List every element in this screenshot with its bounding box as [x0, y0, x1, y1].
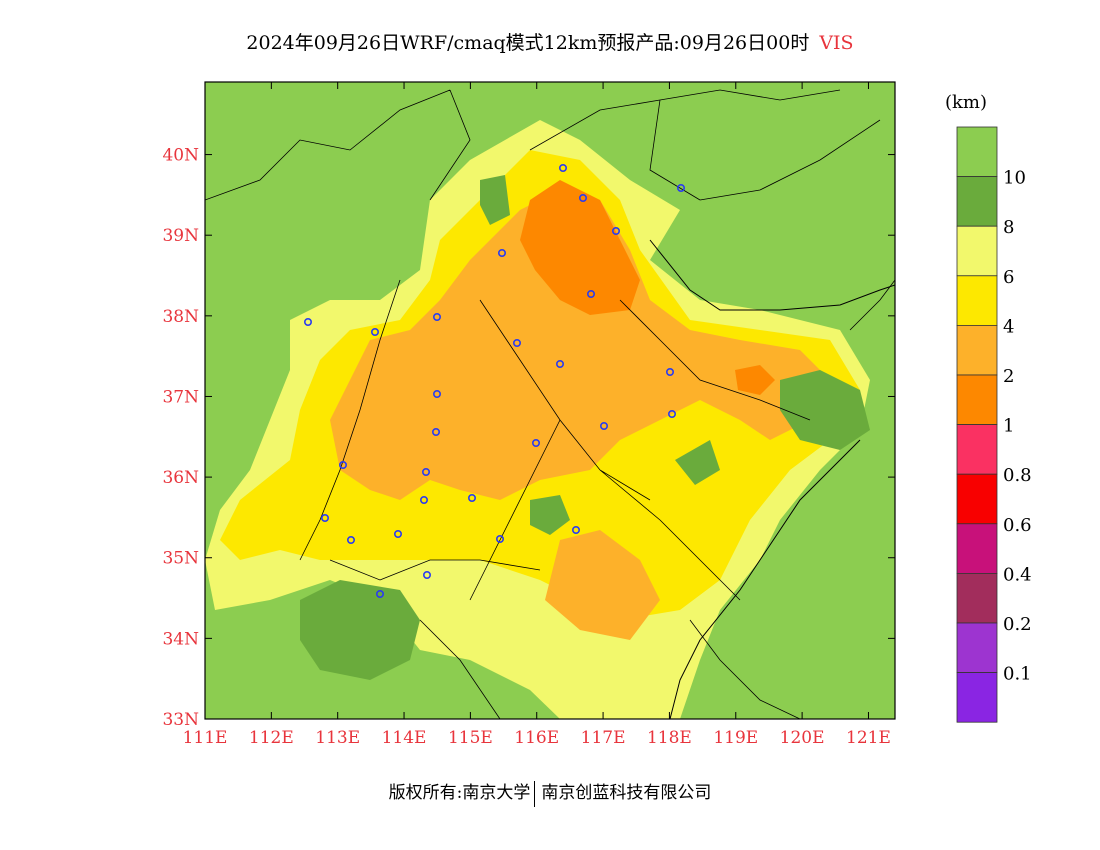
- station-marker: [467, 493, 476, 502]
- station-markers: [303, 164, 685, 598]
- station-marker: [586, 289, 595, 298]
- colorbar-level-label: 8: [1003, 217, 1014, 238]
- lat-label: 40N: [162, 146, 199, 166]
- station-marker: [338, 460, 347, 469]
- colorbar-level-label: 10: [1003, 168, 1026, 189]
- region-vis-2-4-south: [545, 530, 660, 640]
- station-marker: [346, 535, 355, 544]
- colorbar-level-label: 0.1: [1003, 664, 1032, 685]
- colorbar-swatch: [956, 424, 998, 475]
- region-vis-8-10-east: [675, 440, 720, 485]
- lon-label: 120E: [780, 728, 825, 748]
- colorbar-swatches: [956, 126, 998, 723]
- region-vis-1-2: [520, 180, 640, 315]
- colorbar-level-label: 0.8: [1003, 465, 1032, 486]
- station-marker: [421, 467, 430, 476]
- station-marker: [512, 338, 521, 347]
- lat-label: 39N: [162, 226, 199, 246]
- colorbar-level-label: 1: [1003, 416, 1014, 437]
- region-vis-8-10-n: [480, 175, 510, 225]
- variable-label: VIS: [819, 32, 854, 54]
- colorbar-swatch: [956, 176, 998, 227]
- colorbar-unit: (km): [945, 92, 987, 113]
- colorbar-level-label: 0.6: [1003, 515, 1032, 536]
- region-vis-1-2-east: [735, 365, 775, 395]
- copyright-footer: 版权所有:南京大学 南京创蓝科技有限公司: [0, 778, 1100, 807]
- lat-label: 37N: [162, 387, 199, 407]
- station-marker: [393, 529, 402, 538]
- station-marker: [676, 184, 685, 193]
- lon-label: 113E: [315, 728, 360, 748]
- station-marker: [432, 312, 441, 321]
- lon-label: 115E: [448, 728, 493, 748]
- lon-label: 121E: [846, 728, 891, 748]
- colorbar-level-label: 6: [1003, 267, 1014, 288]
- station-marker: [375, 589, 384, 598]
- station-marker: [303, 317, 312, 326]
- colorbar-swatch: [956, 473, 998, 525]
- region-vis-8-10-ne: [780, 370, 870, 450]
- colorbar-swatch: [956, 672, 998, 723]
- colorbar-swatch: [956, 523, 998, 574]
- station-marker: [422, 570, 431, 579]
- station-marker: [571, 525, 580, 534]
- station-marker: [555, 359, 564, 368]
- station-marker: [611, 227, 620, 236]
- colorbar-level-label: 0.4: [1003, 564, 1032, 585]
- colorbar-swatch: [956, 275, 998, 326]
- station-marker: [599, 421, 608, 430]
- colorbar-labels: 10 8 6 4 2 1 0.8 0.6 0.4 0.2 0.1: [1003, 168, 1032, 685]
- station-marker: [419, 495, 428, 504]
- copyright-company: 南京创蓝科技有限公司: [541, 783, 712, 803]
- station-marker: [497, 249, 506, 258]
- station-marker: [370, 327, 379, 336]
- lon-label: 117E: [581, 728, 626, 748]
- station-marker: [495, 534, 504, 543]
- longitude-labels: 111E 112E 113E 114E 115E 116E 117E 118E 119E 120E…: [183, 728, 891, 748]
- title-text: 2024年09月26日WRF/cmaq模式12km预报产品:09月26日00时: [246, 32, 810, 54]
- colorbar-swatch: [956, 324, 998, 376]
- lon-label: 116E: [514, 728, 559, 748]
- colorbar-level-label: 4: [1003, 316, 1014, 337]
- copyright-owner: 版权所有:南京大学: [388, 783, 531, 803]
- lon-label: 112E: [249, 728, 294, 748]
- lon-label: 114E: [382, 728, 427, 748]
- map-frame: [204, 81, 896, 720]
- station-marker: [531, 438, 540, 447]
- station-marker: [667, 409, 676, 418]
- station-marker: [665, 367, 674, 376]
- axis-ticks: [204, 82, 895, 720]
- admin-boundaries: [205, 89, 895, 719]
- lon-label: 118E: [647, 728, 692, 748]
- lat-label: 34N: [162, 629, 199, 649]
- lat-label: 35N: [162, 549, 199, 569]
- station-marker: [432, 389, 441, 398]
- colorbar-swatch: [956, 622, 998, 673]
- region-vis-8-10-mid: [530, 495, 570, 535]
- map-fill-layer: [205, 82, 895, 719]
- station-marker: [320, 513, 329, 522]
- footer-separator: [534, 780, 536, 807]
- station-marker: [578, 194, 587, 203]
- lon-label: 111E: [183, 728, 228, 748]
- latitude-labels: 40N 39N 38N 37N 36N 35N 34N 33N: [162, 146, 199, 730]
- colorbar-level-label: 2: [1003, 366, 1014, 387]
- colorbar-swatch: [956, 573, 998, 624]
- station-marker: [431, 427, 440, 436]
- colorbar-swatch: [956, 374, 998, 425]
- coastline: [649, 239, 895, 719]
- station-marker: [558, 164, 567, 173]
- lon-label: 119E: [713, 728, 758, 748]
- colorbar-swatch: [956, 126, 998, 177]
- region-vis-2-4: [330, 190, 830, 500]
- colorbar-level-label: 0.2: [1003, 614, 1032, 635]
- colorbar-swatch: [956, 225, 998, 277]
- region-vis-8-10-sw: [300, 580, 420, 680]
- lat-label: 36N: [162, 468, 199, 488]
- lat-label: 38N: [162, 307, 199, 327]
- map-title: 2024年09月26日WRF/cmaq模式12km预报产品:09月26日00时 V…: [0, 28, 1100, 55]
- lat-label: 33N: [162, 710, 199, 730]
